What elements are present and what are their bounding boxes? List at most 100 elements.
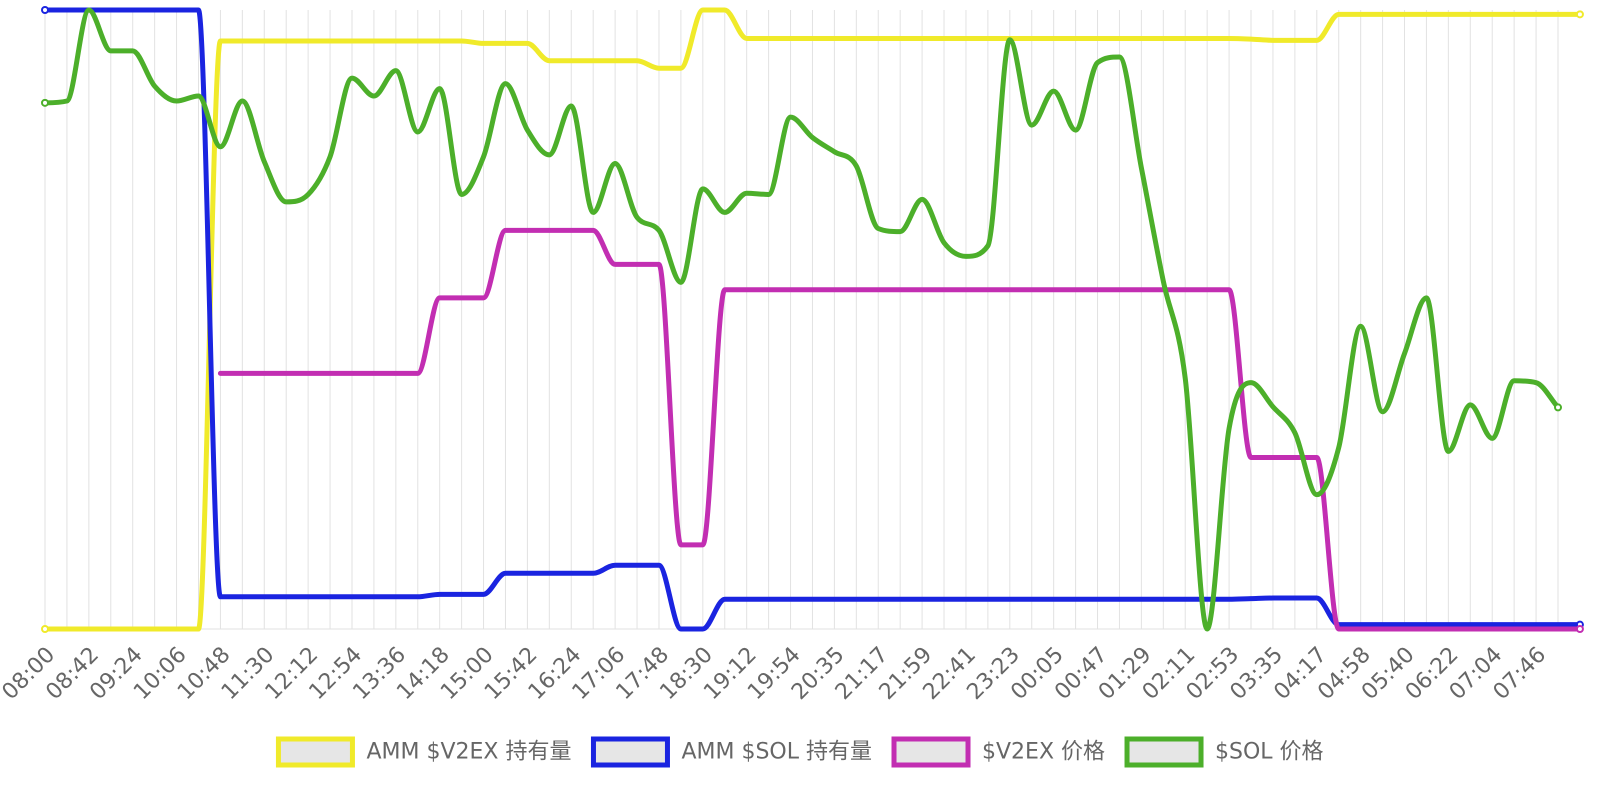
data-point[interactable] xyxy=(1270,595,1276,601)
data-point[interactable] xyxy=(569,571,574,576)
data-point[interactable] xyxy=(941,287,947,292)
data-point[interactable] xyxy=(1336,12,1341,17)
data-point[interactable] xyxy=(591,228,596,233)
data-point[interactable] xyxy=(1468,12,1473,17)
data-point[interactable] xyxy=(1139,597,1144,602)
data-point[interactable] xyxy=(1424,12,1429,17)
data-point[interactable] xyxy=(1117,597,1122,602)
data-point[interactable] xyxy=(41,625,49,633)
data-point[interactable] xyxy=(810,36,815,41)
data-point[interactable] xyxy=(547,152,552,157)
data-point[interactable] xyxy=(1446,12,1451,17)
data-point[interactable] xyxy=(854,36,859,41)
data-point[interactable] xyxy=(481,41,486,46)
data-point[interactable] xyxy=(1183,376,1188,381)
data-point[interactable] xyxy=(1490,626,1495,632)
data-point[interactable] xyxy=(547,228,552,233)
data-point[interactable] xyxy=(569,228,574,233)
data-point[interactable] xyxy=(1270,455,1276,460)
data-point[interactable] xyxy=(327,371,333,376)
data-point[interactable] xyxy=(1029,36,1034,41)
data-point[interactable] xyxy=(810,287,815,292)
data-point[interactable] xyxy=(876,226,881,231)
data-point[interactable] xyxy=(415,129,420,135)
data-point[interactable] xyxy=(108,626,113,632)
data-point[interactable] xyxy=(41,98,49,107)
data-point[interactable] xyxy=(174,626,179,632)
data-point[interactable] xyxy=(1205,626,1210,632)
data-point[interactable] xyxy=(788,597,793,602)
data-point[interactable] xyxy=(371,594,377,599)
data-point[interactable] xyxy=(1358,622,1363,627)
data-point[interactable] xyxy=(876,287,881,292)
data-point[interactable] xyxy=(481,295,486,300)
data-point[interactable] xyxy=(810,597,815,602)
data-point[interactable] xyxy=(722,7,727,13)
data-point[interactable] xyxy=(832,149,837,154)
data-point[interactable] xyxy=(1029,123,1034,128)
data-point[interactable] xyxy=(744,597,749,602)
data-point[interactable] xyxy=(64,626,70,632)
data-point[interactable] xyxy=(1490,12,1495,17)
data-point[interactable] xyxy=(86,7,91,13)
data-point[interactable] xyxy=(503,571,508,576)
data-point[interactable] xyxy=(1270,38,1276,43)
data-point[interactable] xyxy=(371,38,377,44)
data-point[interactable] xyxy=(284,371,289,376)
data-point[interactable] xyxy=(1161,279,1166,284)
data-point[interactable] xyxy=(306,192,311,197)
data-point[interactable] xyxy=(1575,625,1584,633)
data-point[interactable] xyxy=(613,262,618,267)
legend-item-2[interactable]: $V2EX 价格 xyxy=(891,736,1105,768)
data-point[interactable] xyxy=(86,626,91,632)
data-point[interactable] xyxy=(963,287,969,292)
data-point[interactable] xyxy=(393,68,398,73)
data-point[interactable] xyxy=(459,192,464,197)
data-point[interactable] xyxy=(218,594,223,599)
data-point[interactable] xyxy=(1270,404,1276,409)
data-point[interactable] xyxy=(525,228,530,233)
data-point[interactable] xyxy=(744,287,749,292)
data-point[interactable] xyxy=(744,191,749,196)
data-point[interactable] xyxy=(1555,12,1561,17)
data-point[interactable] xyxy=(1402,12,1407,17)
data-point[interactable] xyxy=(876,36,881,41)
data-point[interactable] xyxy=(525,41,530,46)
data-point[interactable] xyxy=(613,58,618,63)
data-point[interactable] xyxy=(1490,436,1495,441)
data-point[interactable] xyxy=(1029,597,1034,602)
data-point[interactable] xyxy=(1139,36,1144,41)
data-point[interactable] xyxy=(941,36,947,41)
data-point[interactable] xyxy=(262,38,267,44)
data-point[interactable] xyxy=(1380,12,1385,17)
data-point[interactable] xyxy=(1358,324,1363,329)
legend-item-0[interactable]: AMM $V2EX 持有量 xyxy=(275,736,571,768)
data-point[interactable] xyxy=(306,371,311,376)
data-point[interactable] xyxy=(985,243,990,248)
data-point[interactable] xyxy=(656,66,662,71)
data-point[interactable] xyxy=(678,280,683,285)
data-point[interactable] xyxy=(898,229,903,234)
data-point[interactable] xyxy=(437,86,442,91)
data-point[interactable] xyxy=(1468,626,1473,632)
data-point[interactable] xyxy=(1490,622,1495,627)
data-point[interactable] xyxy=(722,597,727,602)
data-point[interactable] xyxy=(1183,597,1188,602)
data-point[interactable] xyxy=(371,93,377,99)
data-point[interactable] xyxy=(788,114,793,120)
data-point[interactable] xyxy=(1533,380,1539,385)
data-point[interactable] xyxy=(371,371,377,376)
data-point[interactable] xyxy=(1117,54,1122,60)
data-point[interactable] xyxy=(1095,36,1100,41)
data-point[interactable] xyxy=(700,186,705,191)
data-point[interactable] xyxy=(1424,626,1429,632)
data-point[interactable] xyxy=(1205,36,1210,41)
data-point[interactable] xyxy=(152,7,157,13)
legend-item-3[interactable]: $SOL 价格 xyxy=(1124,736,1324,768)
data-point[interactable] xyxy=(591,58,596,63)
data-point[interactable] xyxy=(1226,287,1232,292)
data-point[interactable] xyxy=(1161,36,1166,41)
data-point[interactable] xyxy=(1446,622,1451,627)
data-point[interactable] xyxy=(525,571,530,576)
data-point[interactable] xyxy=(678,626,683,632)
